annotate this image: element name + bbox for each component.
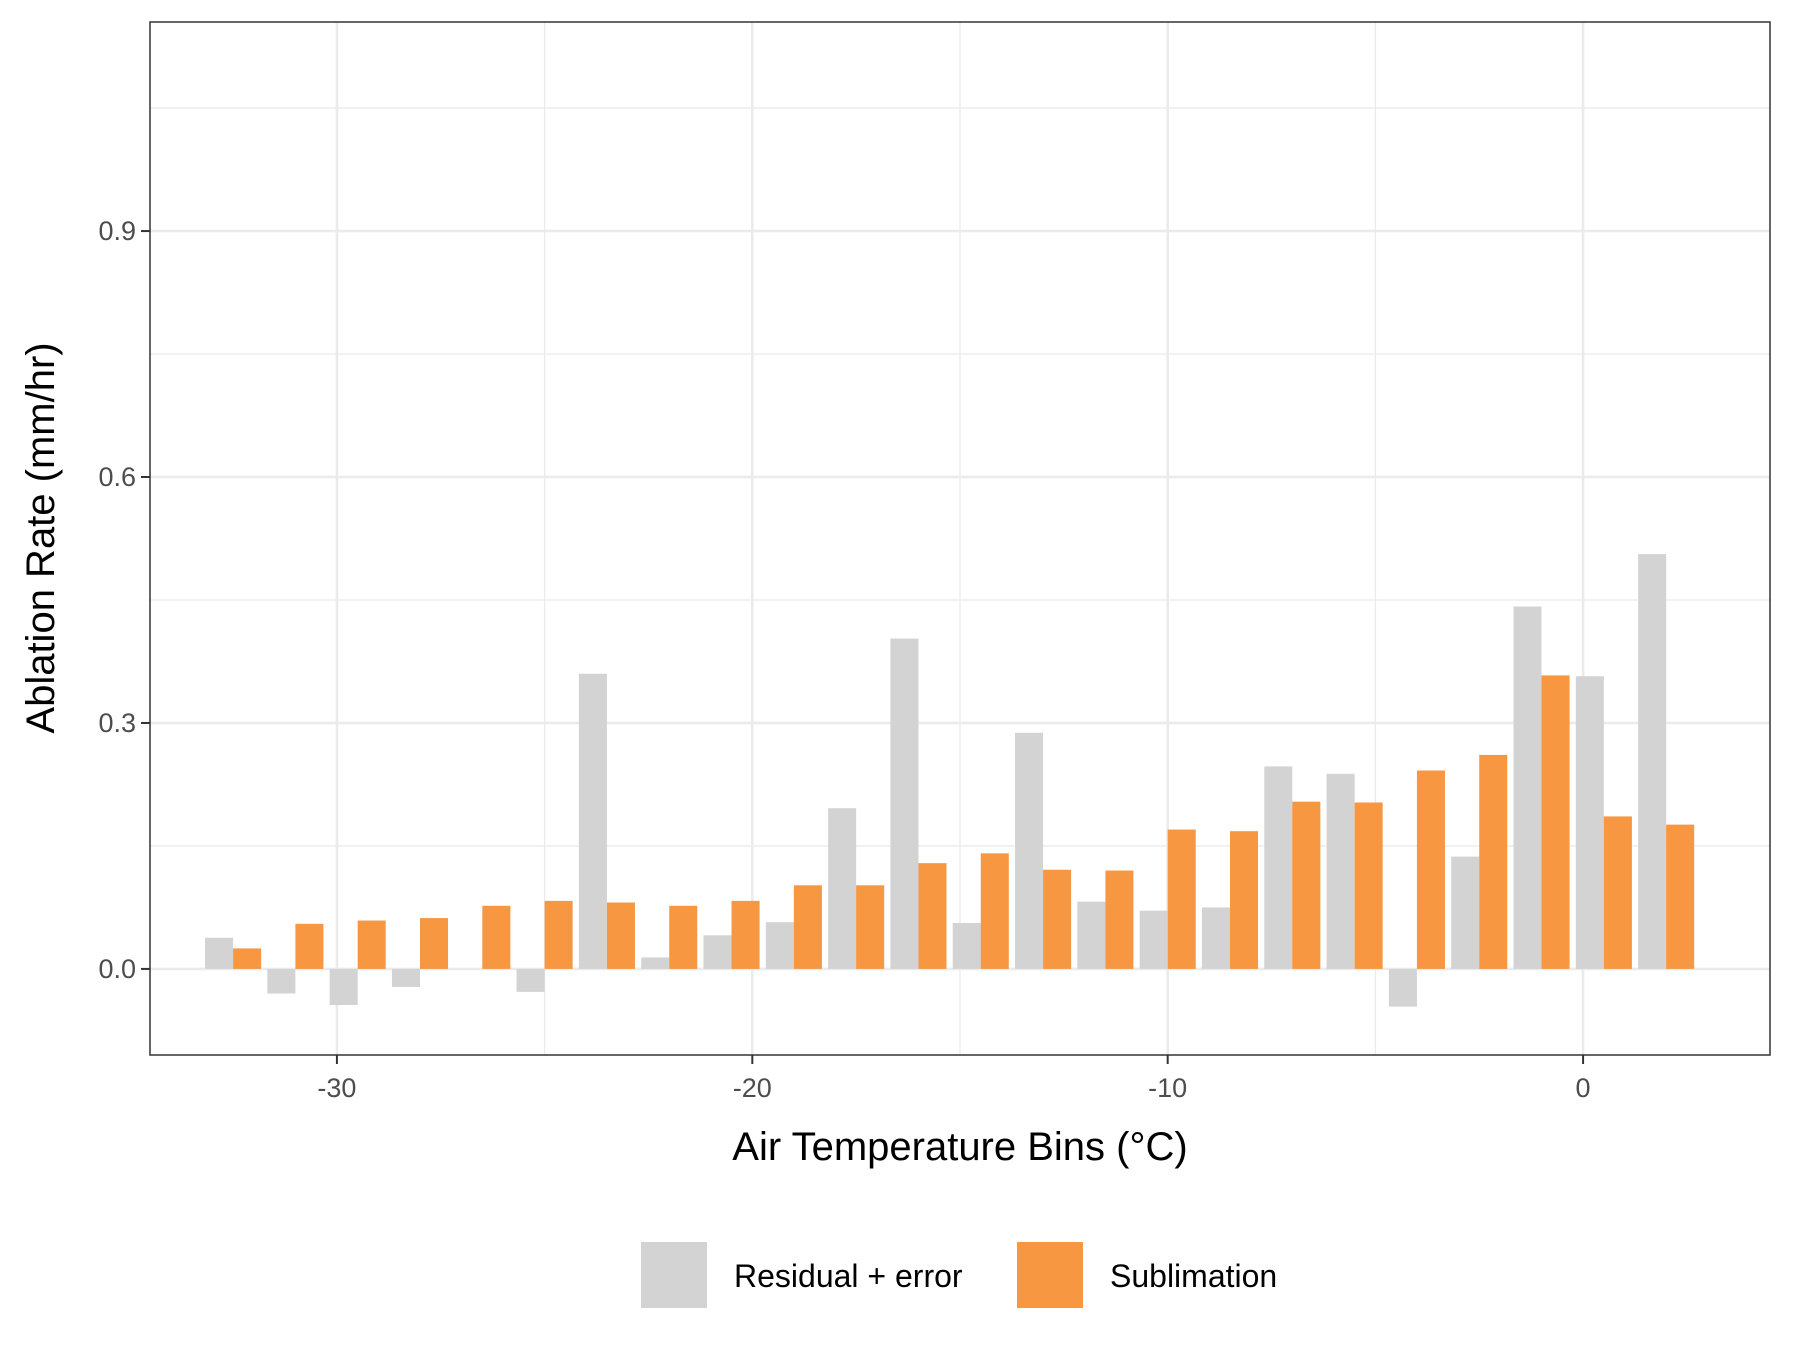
legend: Residual + error Sublimation bbox=[641, 1242, 1277, 1308]
residual-bar bbox=[205, 937, 234, 969]
sublimation-bar bbox=[1230, 831, 1259, 969]
x-tick-label: 0 bbox=[1576, 1073, 1591, 1103]
bars-layer bbox=[205, 554, 1695, 1007]
legend-key-sublimation bbox=[1017, 1242, 1083, 1308]
sublimation-bar bbox=[1603, 816, 1632, 969]
x-tick-label: -10 bbox=[1148, 1073, 1187, 1103]
residual-bar bbox=[765, 922, 794, 969]
residual-bar bbox=[1077, 901, 1106, 969]
residual-bar bbox=[1388, 968, 1417, 1007]
sublimation-bar bbox=[606, 902, 635, 969]
sublimation-bar bbox=[1479, 754, 1508, 969]
sublimation-bar bbox=[1043, 869, 1072, 969]
residual-bar bbox=[391, 968, 420, 987]
sublimation-bar bbox=[1354, 802, 1383, 969]
residual-bar bbox=[1201, 907, 1230, 969]
residual-bar bbox=[890, 638, 919, 969]
legend-key-residual bbox=[641, 1242, 707, 1308]
sublimation-bar bbox=[856, 885, 885, 969]
residual-bar bbox=[516, 968, 545, 992]
legend-label-sublimation: Sublimation bbox=[1110, 1258, 1277, 1294]
axis-ticks bbox=[141, 230, 1585, 1064]
sublimation-bar bbox=[669, 905, 698, 969]
sublimation-bar bbox=[1105, 870, 1134, 969]
sublimation-bar bbox=[980, 853, 1009, 969]
y-axis-title: Ablation Rate (mm/hr) bbox=[19, 342, 63, 733]
sublimation-bar bbox=[357, 920, 386, 969]
sublimation-bar bbox=[233, 948, 262, 969]
sublimation-bar bbox=[793, 885, 822, 969]
y-tick-label: 0.6 bbox=[98, 462, 136, 492]
sublimation-bar bbox=[420, 918, 449, 969]
y-tick-label: 0.0 bbox=[98, 954, 136, 984]
residual-bar bbox=[1139, 910, 1168, 969]
residual-bar bbox=[641, 957, 670, 969]
residual-bar bbox=[267, 968, 296, 994]
residual-bar bbox=[1451, 856, 1480, 969]
sublimation-bar bbox=[1416, 770, 1445, 969]
x-tick-label: -20 bbox=[733, 1073, 772, 1103]
residual-bar bbox=[578, 673, 607, 969]
residual-bar bbox=[1264, 766, 1293, 969]
sublimation-bar bbox=[1541, 675, 1570, 969]
residual-bar bbox=[1513, 606, 1542, 969]
sublimation-bar bbox=[1292, 801, 1321, 969]
residual-bar bbox=[1575, 676, 1604, 969]
sublimation-bar bbox=[731, 900, 760, 969]
residual-bar bbox=[828, 808, 857, 969]
sublimation-bar bbox=[918, 863, 947, 969]
legend-label-residual: Residual + error bbox=[734, 1258, 963, 1294]
sublimation-bar bbox=[1167, 829, 1196, 969]
residual-bar bbox=[1015, 732, 1044, 969]
residual-bar bbox=[952, 923, 981, 969]
x-axis-title: Air Temperature Bins (°C) bbox=[732, 1125, 1187, 1169]
minor-gridlines bbox=[150, 22, 1770, 1055]
tick-labels: -30 -20 -10 0 0.0 0.3 0.6 0.9 bbox=[98, 216, 1590, 1103]
sublimation-bar bbox=[295, 923, 324, 969]
plot-panel-border bbox=[149, 21, 1771, 1056]
residual-bar bbox=[1638, 554, 1667, 969]
y-tick-label: 0.9 bbox=[98, 216, 136, 246]
sublimation-bar bbox=[482, 905, 511, 969]
x-tick-label: -30 bbox=[317, 1073, 356, 1103]
y-tick-label: 0.3 bbox=[98, 708, 136, 738]
residual-bar bbox=[703, 935, 732, 969]
sublimation-bar bbox=[544, 900, 573, 969]
sublimation-bar bbox=[1666, 824, 1695, 969]
residual-bar bbox=[329, 968, 358, 1005]
residual-bar bbox=[1326, 773, 1355, 969]
